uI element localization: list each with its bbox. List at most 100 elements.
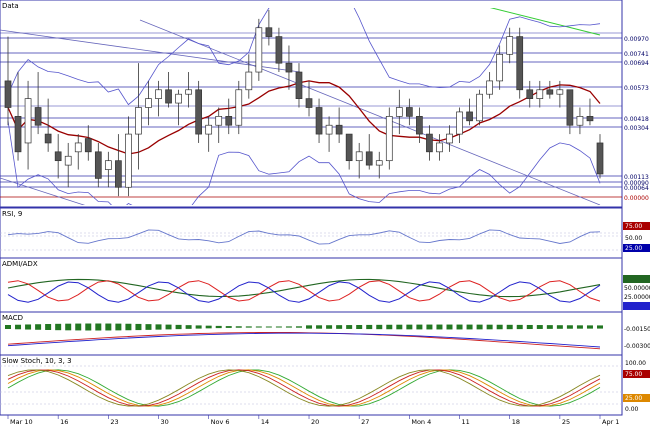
- candle: [54, 134, 62, 179]
- x-axis-labels: Mar 10 16 23 30 Nov 6 14 20 27 Mon 4 11 18 25 Apr 1: [7, 415, 619, 426]
- x-tick-label: 11: [462, 418, 470, 426]
- candle-up: [74, 142, 82, 153]
- macd-bar: [406, 324, 413, 330]
- candle-down: [596, 142, 604, 175]
- candle-down: [586, 116, 594, 122]
- macd-bar: [386, 324, 393, 330]
- adx-tick-label: 25.00000: [624, 294, 650, 301]
- candle: [225, 98, 233, 135]
- candle-up: [205, 124, 213, 135]
- x-tick-label: 18: [512, 418, 520, 426]
- price-axis-labels: 0.00970 0.00741 0.00694 0.00573 0.00418 0.003…: [624, 36, 649, 202]
- candle-down: [295, 71, 303, 99]
- price-tick-label: 0.00694: [624, 60, 649, 67]
- macd-bar: [255, 326, 262, 328]
- x-tick-label: 14: [261, 418, 269, 426]
- rsi-tick-label: 25.00: [625, 245, 642, 252]
- rsi-line-path: [7, 229, 601, 245]
- candle-down: [54, 151, 62, 162]
- stoch-tick-label: 100.00: [625, 360, 646, 367]
- candle: [426, 125, 433, 161]
- rsi-line: [0, 229, 622, 251]
- price-pane-title: Data: [2, 2, 19, 10]
- candle-down: [225, 116, 233, 126]
- macd-bar: [25, 324, 32, 330]
- macd-bar: [15, 324, 22, 330]
- macd-bar: [205, 325, 212, 329]
- macd-bar: [466, 324, 473, 330]
- macd-bar: [336, 325, 343, 329]
- macd-bar: [486, 324, 493, 330]
- rsi-pane: RSI, 9 75.00 50.00 25.00: [0, 207, 650, 259]
- macd-histogram: [5, 323, 603, 350]
- macd-bar: [275, 326, 282, 328]
- macd-line: [7, 332, 601, 350]
- stoch-pane: Slow Stoch, 10, 3, 3 100.00 75.00 25.00 0.0…: [0, 354, 650, 416]
- candle-up: [104, 160, 112, 170]
- macd-bar: [265, 326, 272, 328]
- adx-axis-labels: 50.00000 25.00000: [623, 275, 650, 310]
- candle: [486, 72, 493, 99]
- x-tick-label: Apr 1: [602, 418, 619, 426]
- stoch-line: [7, 369, 601, 407]
- macd-bar: [5, 325, 11, 329]
- stoch-line: [7, 369, 601, 407]
- macd-bar: [135, 323, 142, 331]
- candle: [175, 89, 182, 126]
- candle: [586, 98, 594, 126]
- candle: [476, 89, 483, 126]
- macd-bar: [366, 324, 373, 330]
- trendline: [0, 177, 86, 205]
- moving-average: [7, 80, 601, 155]
- candle-down: [14, 116, 22, 153]
- macd-bar: [235, 326, 242, 328]
- macd-bar: [526, 324, 533, 330]
- x-tick-label: 27: [361, 418, 369, 426]
- macd-bar: [446, 324, 453, 330]
- candle-up: [576, 116, 584, 126]
- candle: [446, 125, 453, 152]
- price-tick-label: 0.00113: [624, 174, 649, 181]
- x-tick-label: Mon 4: [411, 418, 431, 426]
- candle: [24, 80, 32, 170]
- x-tick-label: 20: [311, 418, 319, 426]
- macd-bar: [376, 324, 383, 330]
- stoch-tick-label: 75.00: [625, 371, 642, 378]
- macd-bar: [546, 325, 553, 329]
- macd-bar: [516, 324, 523, 330]
- price-tick-label: 0.00741: [624, 51, 649, 58]
- candle-down: [406, 107, 413, 117]
- candle: [305, 80, 313, 117]
- price-tick-label: 0.00970: [624, 36, 649, 43]
- candle-down: [546, 89, 554, 95]
- macd-bar: [115, 323, 122, 331]
- candle-down: [115, 160, 122, 188]
- rsi-pane-title: RSI, 9: [2, 210, 22, 218]
- candle-down: [84, 138, 92, 153]
- candle-up: [476, 93, 483, 122]
- candle-down: [466, 111, 473, 122]
- macd-bar: [145, 324, 152, 330]
- candle-down: [335, 124, 343, 135]
- macd-bar: [326, 325, 333, 329]
- macd-bar: [576, 325, 583, 329]
- rsi-tick-flag: [623, 244, 650, 252]
- candle: [165, 72, 172, 108]
- candle-down: [416, 116, 423, 135]
- price-trendlines: [0, 8, 601, 205]
- macd-bar: [105, 323, 112, 331]
- candle-up: [245, 71, 253, 91]
- candle: [115, 134, 122, 197]
- candle: [556, 80, 564, 108]
- candle: [34, 72, 42, 135]
- macd-bar: [426, 324, 433, 330]
- candle-up: [175, 93, 182, 104]
- candle: [566, 89, 574, 135]
- candle-down: [426, 133, 433, 153]
- candle-up: [185, 89, 192, 95]
- candle-up: [436, 142, 443, 153]
- candle: [74, 134, 82, 170]
- candle-up: [385, 116, 393, 162]
- candle: [265, 10, 273, 46]
- x-tick-label: 25: [562, 418, 570, 426]
